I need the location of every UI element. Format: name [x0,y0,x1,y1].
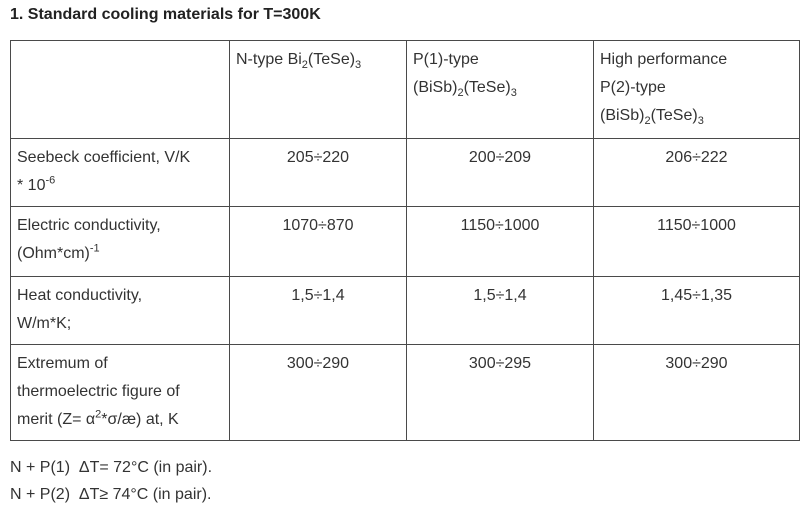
row-label: Electric conductivity, (Ohm*cm)-1 [10,206,230,277]
cell-p2-value: 300÷290 [593,344,800,441]
table-row-heat: Heat conductivity, W/m*K; 1,5÷1,4 1,5÷1,4… [10,276,800,345]
note-n-p1: N + P(1) ΔT= 72°C (in pair). [10,459,213,476]
table-row-seebeck: Seebeck coefficient, V/K * 10-6 205÷220 2… [10,138,800,207]
materials-table: N-type Bi2(TeSe)3 P(1)-type (BiSb)2(TeSe)… [10,40,800,441]
row-label: Heat conductivity, W/m*K; [10,276,230,345]
table-row-extremum: Extremum of thermoelectric figure of merit… [10,344,800,441]
header-p2-type: High performance P(2)-type (BiSb)2(TeSe)3 [593,40,800,139]
cell-p2-value: 1150÷1000 [593,206,800,277]
section-title: 1. Standard cooling materials for T=300K [10,6,321,23]
cell-p1-value: 1150÷1000 [406,206,594,277]
cell-p1-value: 200÷209 [406,138,594,207]
header-p1-type: P(1)-type (BiSb)2(TeSe)3 [406,40,594,139]
row-label: Extremum of thermoelectric figure of merit… [10,344,230,441]
header-n-type: N-type Bi2(TeSe)3 [229,40,407,139]
cell-p1-value: 300÷295 [406,344,594,441]
cell-p2-value: 206÷222 [593,138,800,207]
table-header-row: N-type Bi2(TeSe)3 P(1)-type (BiSb)2(TeSe)… [10,40,800,139]
cell-n-value: 205÷220 [229,138,407,207]
note-n-p2: N + P(2) ΔT≥ 74°C (in pair). [10,486,212,503]
cell-n-value: 1,5÷1,4 [229,276,407,345]
cell-n-value: 300÷290 [229,344,407,441]
pair-notes: N + P(1) ΔT= 72°C (in pair). N + P(2) ΔT… [10,454,212,508]
cell-p1-value: 1,5÷1,4 [406,276,594,345]
row-label: Seebeck coefficient, V/K * 10-6 [10,138,230,207]
table-row-electric: Electric conductivity, (Ohm*cm)-1 1070÷87… [10,206,800,277]
cell-n-value: 1070÷870 [229,206,407,277]
header-empty-cell [10,40,230,139]
cell-p2-value: 1,45÷1,35 [593,276,800,345]
